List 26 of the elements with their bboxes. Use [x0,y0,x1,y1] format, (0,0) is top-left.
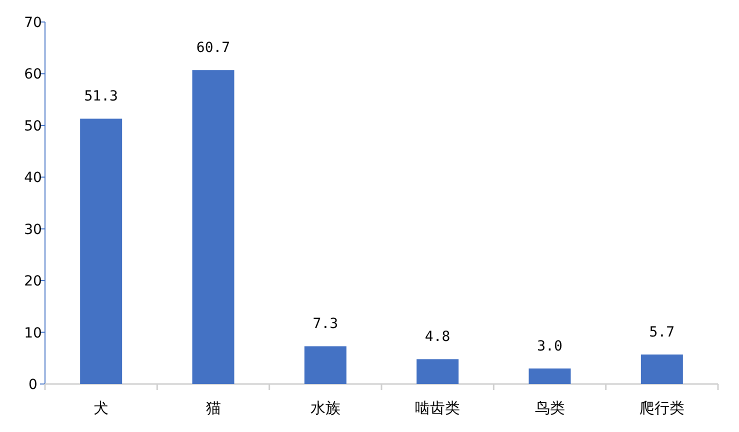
bar [528,368,571,384]
x-tick-label: 犬 [94,399,109,417]
data-label: 51.3 [84,88,118,105]
bar [640,354,683,384]
x-tick-label: 鸟类 [534,399,565,417]
x-tick-label: 水族 [310,399,340,417]
data-label: 7.3 [312,316,338,332]
y-tick-label: 40 [24,170,42,186]
y-tick-label: 0 [28,377,38,393]
y-tick-label: 60 [24,66,42,83]
data-label: 5.7 [649,324,675,341]
data-label: 4.8 [424,329,450,346]
y-tick-label: 30 [24,222,42,238]
y-tick-label: 10 [24,325,42,342]
y-tick-label: 50 [24,118,42,134]
bar [80,118,122,384]
data-label: 3.0 [537,338,562,354]
x-tick-label: 爬行类 [639,399,684,417]
y-tick-label: 20 [24,274,42,290]
x-tick-label: 啮齿类 [415,399,460,417]
y-tick-label: 70 [24,15,42,31]
bar [192,70,234,384]
bar [304,346,346,384]
x-tick-label: 猫 [206,399,221,417]
data-label: 60.7 [196,40,230,56]
bar [416,359,459,384]
